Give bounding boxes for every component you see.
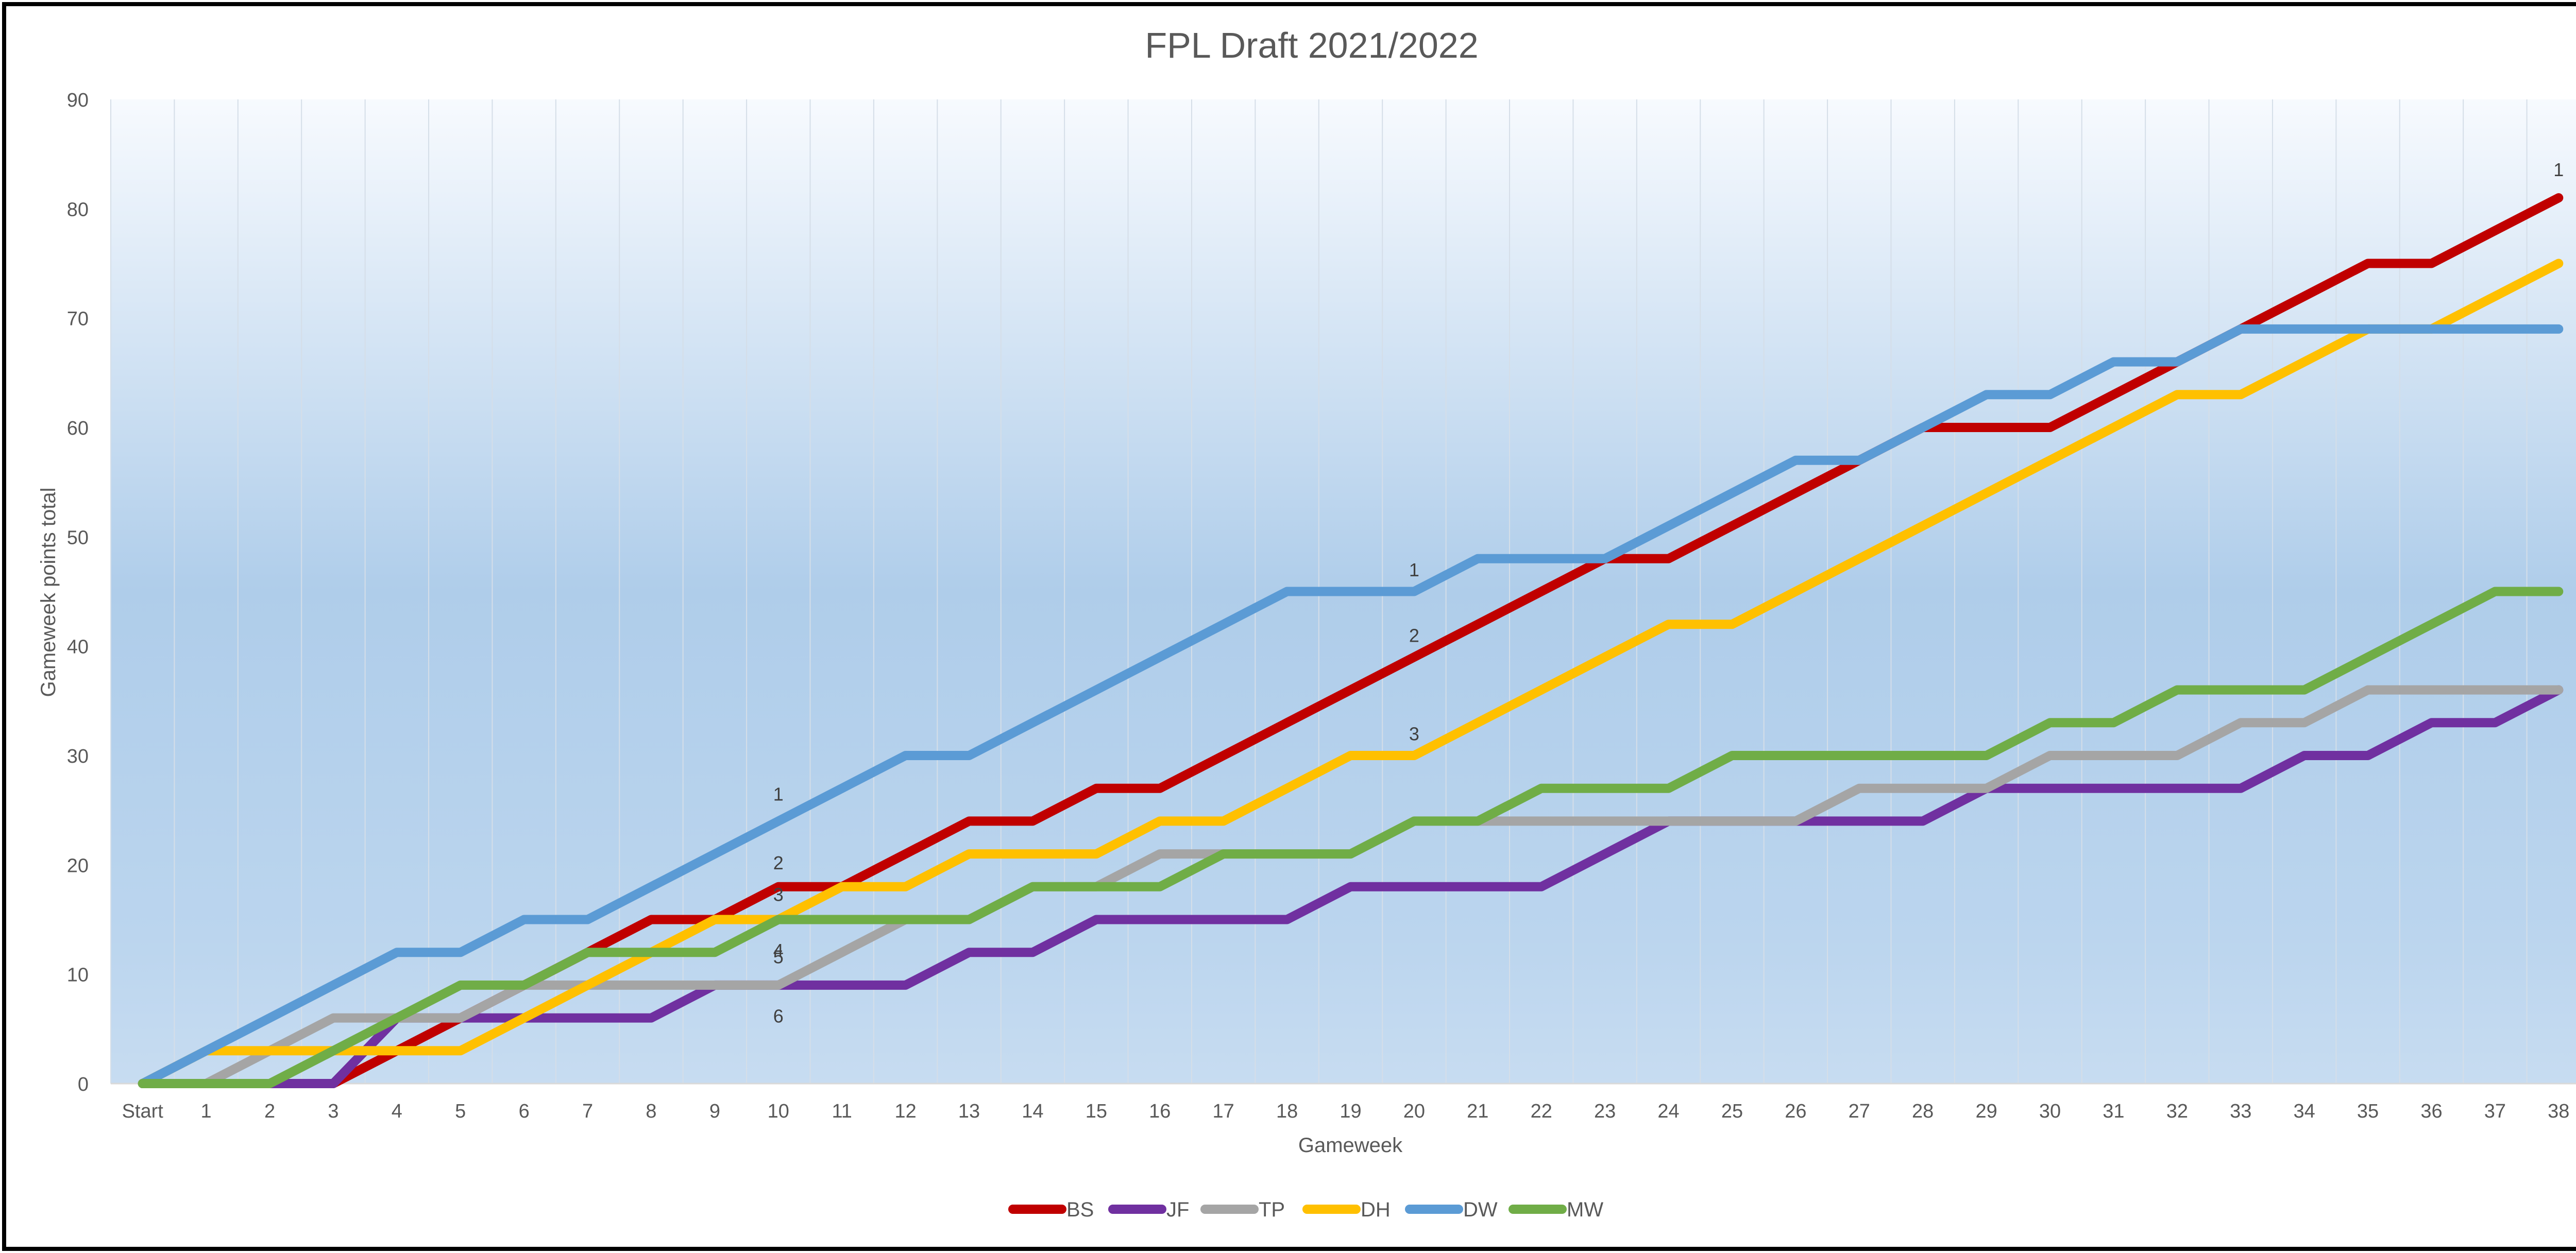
series-line-dh — [138, 259, 2564, 1088]
x-tick-label: 8 — [646, 1101, 656, 1122]
x-axis-title: Gameweek — [1298, 1134, 1403, 1157]
data-label: 6 — [773, 1005, 784, 1026]
x-tick-label: 9 — [709, 1101, 720, 1122]
y-tick-label: 10 — [67, 965, 89, 986]
y-tick-label: 70 — [67, 308, 89, 330]
legend-label-dh: DH — [1361, 1198, 1391, 1221]
data-label: 1 — [2553, 159, 2564, 180]
data-label: 4 — [773, 940, 784, 961]
y-tick-label: 80 — [67, 199, 89, 220]
gridlines — [110, 99, 2528, 1084]
y-tick-label: 0 — [78, 1074, 89, 1095]
x-tick-label: 27 — [1849, 1101, 1870, 1122]
x-tick-label: 38 — [2548, 1101, 2569, 1122]
x-tick-label: 11 — [832, 1101, 852, 1122]
x-tick-label: 17 — [1213, 1101, 1234, 1122]
x-tick-label: 35 — [2357, 1101, 2379, 1122]
x-tick-label: 25 — [1721, 1101, 1743, 1122]
x-tick-label: 18 — [1276, 1101, 1298, 1122]
legend-label-tp: TP — [1259, 1198, 1285, 1221]
x-tick-label: Start — [122, 1101, 164, 1122]
data-label: 5 — [773, 947, 784, 968]
data-label: 1 — [1409, 559, 1419, 580]
x-tick-label: 29 — [1975, 1101, 1997, 1122]
x-tick-label: 10 — [768, 1101, 789, 1122]
series-line-dw — [138, 324, 2564, 1088]
x-tick-label: 26 — [1785, 1101, 1806, 1122]
x-tick-label: 16 — [1149, 1101, 1171, 1122]
series-lines — [138, 193, 2564, 1088]
x-tick-label: 1 — [201, 1101, 212, 1122]
x-tick-label: 15 — [1086, 1101, 1107, 1122]
y-tick-label: 40 — [67, 637, 89, 658]
x-tick-label: 19 — [1340, 1101, 1361, 1122]
x-tick-label: 30 — [2039, 1101, 2061, 1122]
x-tick-label: 22 — [1531, 1101, 1552, 1122]
x-tick-label: 28 — [1912, 1101, 1934, 1122]
y-tick-label: 20 — [67, 855, 89, 877]
y-axis-tick-labels: 0 10 20 30 40 50 60 70 80 90 — [67, 90, 89, 1095]
x-tick-label: 7 — [582, 1101, 593, 1122]
data-labels: 1 2 3 45 6 1 2 3 1 — [773, 159, 2564, 1026]
data-label: 3 — [1409, 724, 1419, 745]
y-tick-label: 60 — [67, 418, 89, 439]
data-label: 2 — [1409, 625, 1419, 646]
data-label: 2 — [773, 852, 784, 873]
data-label: 3 — [773, 884, 784, 905]
legend-label-mw: MW — [1567, 1198, 1603, 1221]
x-tick-label: 6 — [519, 1101, 530, 1122]
y-tick-label: 90 — [67, 90, 89, 111]
x-tick-label: 2 — [264, 1101, 275, 1122]
data-label: 1 — [773, 783, 784, 804]
x-tick-label: 12 — [894, 1101, 916, 1122]
x-axis-tick-labels: Start 1 2 3 4 5 6 7 8 9 10 11 12 13 14 15 16 17 18 19 20 21 22… — [122, 1101, 2570, 1122]
x-tick-label: 24 — [1657, 1101, 1679, 1122]
legend-label-jf: JF — [1166, 1198, 1189, 1221]
y-axis-title: Gameweek points total — [37, 488, 60, 697]
legend: BS JF TP DH DW MW — [1008, 1198, 1603, 1221]
x-tick-label: 14 — [1022, 1101, 1043, 1122]
x-tick-label: 21 — [1467, 1101, 1488, 1122]
y-tick-label: 30 — [67, 746, 89, 767]
x-tick-label: 3 — [328, 1101, 338, 1122]
x-tick-label: 13 — [958, 1101, 980, 1122]
x-tick-label: 4 — [392, 1101, 402, 1122]
x-tick-label: 34 — [2294, 1101, 2315, 1122]
x-tick-label: 20 — [1403, 1101, 1425, 1122]
x-tick-label: 36 — [2420, 1101, 2442, 1122]
legend-label-bs: BS — [1066, 1198, 1094, 1221]
series-line-jf — [138, 685, 2564, 1088]
x-tick-label: 37 — [2484, 1101, 2506, 1122]
x-tick-label: 33 — [2230, 1101, 2251, 1122]
y-tick-label: 50 — [67, 527, 89, 548]
chart-title: FPL Draft 2021/2022 — [1145, 25, 1478, 65]
series-line-mw — [138, 587, 2564, 1088]
legend-label-dw: DW — [1463, 1198, 1498, 1221]
x-tick-label: 23 — [1594, 1101, 1616, 1122]
x-tick-label: 31 — [2103, 1101, 2124, 1122]
x-tick-label: 32 — [2166, 1101, 2188, 1122]
x-tick-label: 5 — [455, 1101, 466, 1122]
